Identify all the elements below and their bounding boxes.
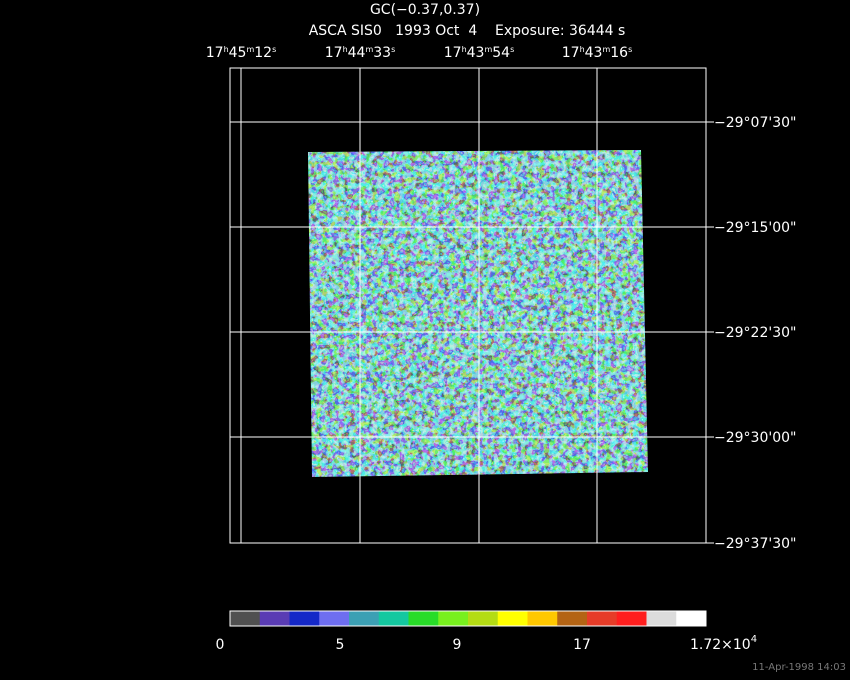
colorbar-segment — [527, 611, 558, 626]
ra-unit: m — [484, 45, 492, 54]
ra-value: 17 — [325, 45, 343, 61]
ra-label: 17h43m16s — [562, 45, 633, 61]
dec-label: −29°22'30" — [714, 325, 796, 341]
colorbar-segment — [557, 611, 588, 626]
subtitle: ASCA SIS0 1993 Oct 4 Exposure: 36444 s — [309, 23, 626, 39]
title: GC(−0.37,0.37) — [370, 2, 480, 18]
footer: 11-Apr-1998 14:03 — [752, 662, 846, 673]
ra-value: 33 — [373, 45, 391, 61]
colorbar-segment — [676, 611, 707, 626]
colorbar-label: 9 — [453, 637, 462, 653]
ra-value: 44 — [348, 45, 366, 61]
sky-image — [308, 150, 648, 477]
colorbar: 0 5 9 17 1.72×104 — [216, 610, 757, 653]
ra-value: 43 — [467, 45, 485, 61]
ra-unit: s — [391, 45, 395, 54]
ra-unit: h — [462, 45, 467, 54]
dec-label: −29°37'30" — [714, 536, 796, 552]
dec-label: −29°15'00" — [714, 220, 796, 236]
colorbar-segment — [319, 611, 350, 626]
colorbar-segment — [289, 611, 320, 626]
colorbar-segment — [408, 611, 439, 626]
ra-unit: h — [224, 45, 229, 54]
ra-unit: h — [343, 45, 348, 54]
colorbar-segment — [497, 611, 528, 626]
colorbar-segment — [259, 611, 290, 626]
dec-label: −29°30'00" — [714, 430, 796, 446]
colorbar-segment — [230, 611, 261, 626]
colorbar-label: 5 — [336, 637, 345, 653]
ra-value: 17 — [562, 45, 580, 61]
ra-unit: h — [580, 45, 585, 54]
ra-label: 17h45m12s — [206, 45, 277, 61]
ra-value: 17 — [206, 45, 224, 61]
colorbar-frame — [229, 610, 707, 627]
ra-unit: s — [628, 45, 632, 54]
ra-value: 17 — [444, 45, 462, 61]
dec-label: −29°07'30" — [714, 115, 796, 131]
ra-value: 54 — [492, 45, 510, 61]
ra-unit: s — [272, 45, 276, 54]
colorbar-segment — [349, 611, 380, 626]
ra-value: 16 — [610, 45, 628, 61]
ra-value: 12 — [254, 45, 272, 61]
ra-label: 17h44m33s — [325, 45, 396, 61]
mantissa: 1.72×10 — [690, 637, 751, 653]
colorbar-label: 17 — [573, 637, 591, 653]
colorbar-segment — [587, 611, 618, 626]
colorbar-segment — [438, 611, 469, 626]
ra-value: 45 — [229, 45, 247, 61]
exponent: 4 — [751, 634, 757, 645]
grid: 17h45m12s 17h44m33s 17h43m54s 17h43m16s−29°… — [206, 45, 797, 552]
ra-label: 17h43m54s — [444, 45, 515, 61]
ra-unit: s — [510, 45, 514, 54]
ra-unit: m — [246, 45, 254, 54]
colorbar-segment — [378, 611, 409, 626]
colorbar-segment — [646, 611, 677, 626]
ra-value: 43 — [585, 45, 603, 61]
ra-unit: m — [365, 45, 373, 54]
colorbar-max-label: 1.72×104 — [690, 634, 757, 653]
colorbar-segment — [616, 611, 647, 626]
colorbar-label: 0 — [216, 637, 225, 653]
colorbar-segment — [468, 611, 499, 626]
ra-unit: m — [602, 45, 610, 54]
